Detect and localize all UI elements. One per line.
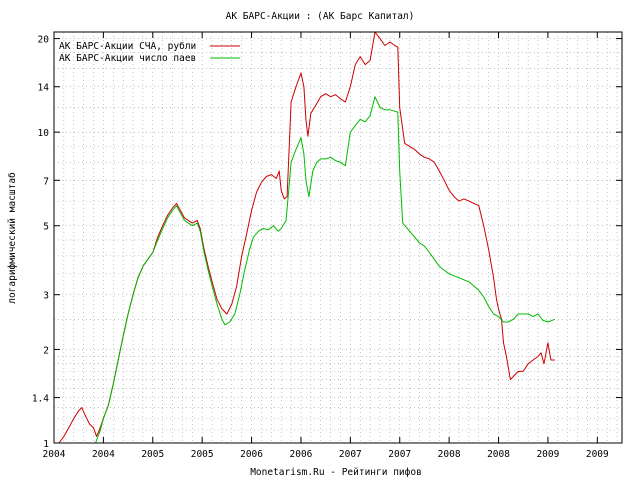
series-group <box>58 31 555 444</box>
legend-label-2: АК БАРС-Акции число паев <box>59 53 196 64</box>
y-tick-label: 1 <box>43 439 49 450</box>
y-tick-label: 20 <box>38 35 50 46</box>
y-tick-label: 14 <box>38 83 50 94</box>
y-axis-label: логарифмический масштаб <box>7 172 18 304</box>
x-tick-label: 2005 <box>191 449 214 460</box>
y-tick-label: 10 <box>38 128 50 139</box>
grid <box>54 32 622 443</box>
y-tick-label: 3 <box>43 291 49 302</box>
y-tick-label: 2 <box>43 345 49 356</box>
series-line-1 <box>58 31 555 444</box>
x-tick-label: 2007 <box>388 449 411 460</box>
y-tick-label: 1.4 <box>32 394 49 405</box>
x-tick-label: 2007 <box>339 449 362 460</box>
y-tick-label: 7 <box>43 176 49 187</box>
x-tick-label: 2008 <box>438 449 461 460</box>
axis-ticks: 1 1.4 2 3 5 7 10 14 20 2004 2004 2005 2005 2006 2006 20… <box>32 32 622 460</box>
y-tick-label: 5 <box>43 222 49 233</box>
plot-frame <box>53 31 623 444</box>
x-tick-label: 2009 <box>536 449 559 460</box>
chart-title: АК БАРС-Акции : (АК Барс Капитал) <box>226 11 415 22</box>
x-tick-label: 2009 <box>586 449 609 460</box>
x-axis-label: Monetarism.Ru - Рейтинги пифов <box>250 467 422 478</box>
x-tick-label: 2006 <box>290 449 313 460</box>
x-tick-label: 2004 <box>92 449 115 460</box>
x-tick-label: 2006 <box>240 449 263 460</box>
x-tick-label: 2004 <box>43 449 66 460</box>
series-line-2 <box>95 96 555 444</box>
legend-label-1: АК БАРС-Акции СЧА, рубли <box>59 41 196 52</box>
x-tick-label: 2008 <box>487 449 510 460</box>
x-tick-label: 2005 <box>141 449 164 460</box>
